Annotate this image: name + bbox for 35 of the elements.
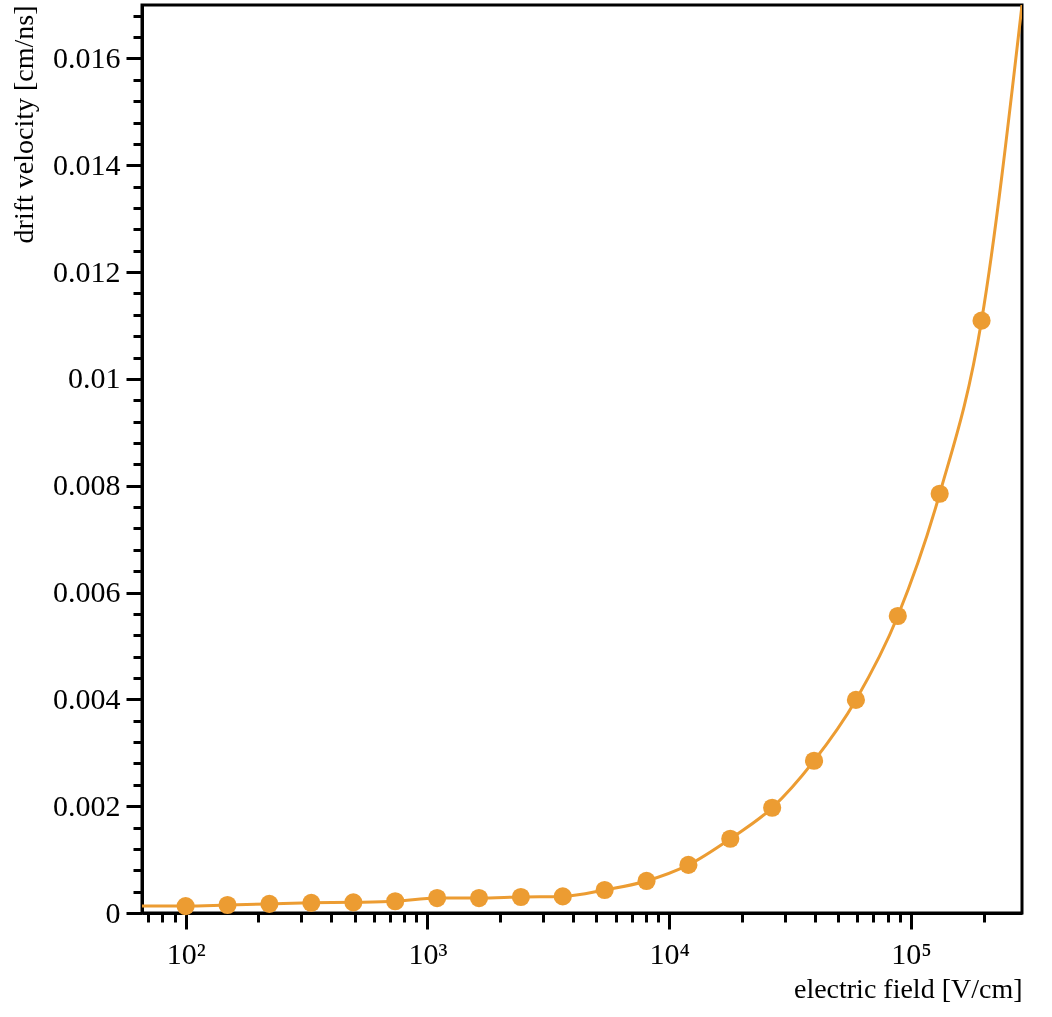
point (344, 893, 363, 912)
point (386, 892, 405, 911)
y-tick-label: 0.01 (68, 361, 121, 395)
point (260, 894, 279, 913)
point (888, 606, 907, 626)
point (846, 690, 865, 709)
y-tick-label: 0.008 (53, 468, 121, 502)
point (511, 887, 530, 907)
point (721, 829, 740, 848)
point (679, 855, 698, 874)
y-tick-label: 0 (105, 895, 121, 929)
point (218, 895, 237, 915)
y-tick-label: 0.016 (53, 40, 121, 74)
point (176, 896, 195, 916)
y-tick-label: 0.012 (53, 254, 121, 288)
y-tick-label: 0.004 (53, 681, 121, 715)
point (595, 880, 614, 900)
point (428, 888, 447, 908)
y-tick-label: 0.014 (53, 147, 121, 181)
point (637, 871, 656, 891)
point (930, 484, 949, 503)
point (469, 888, 489, 908)
point (302, 893, 321, 912)
x-tick-label: 10² (166, 936, 206, 970)
point (804, 751, 824, 770)
point (553, 887, 572, 906)
y-axis-title: drift velocity [cm/ns] (8, 5, 39, 244)
x-tick-label: 10⁴ (649, 936, 690, 970)
y-tick-label: 0.006 (53, 575, 121, 609)
point (763, 798, 782, 817)
point (972, 311, 991, 330)
y-tick-label: 0.002 (53, 788, 121, 822)
x-tick-label: 10⁵ (891, 936, 932, 970)
x-tick-label: 10³ (408, 936, 448, 970)
x-axis-title: electric field [V/cm] (793, 972, 1023, 1004)
